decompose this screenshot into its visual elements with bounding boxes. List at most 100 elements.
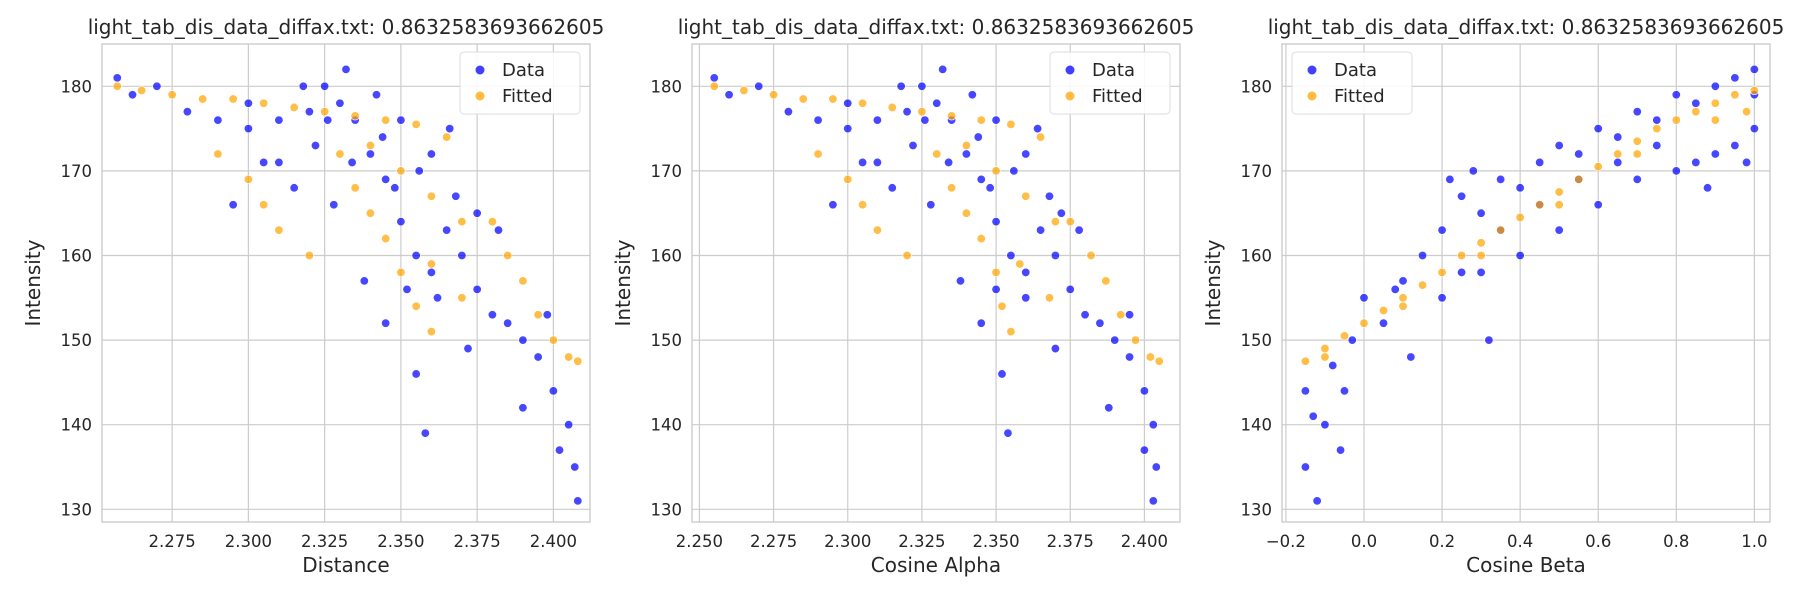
data-point bbox=[997, 369, 1007, 379]
data-point bbox=[570, 462, 580, 472]
data-point bbox=[1003, 428, 1013, 438]
data-point bbox=[991, 284, 1001, 294]
data-point bbox=[1300, 386, 1310, 396]
x-tick-label: 0.8 bbox=[1663, 532, 1689, 551]
data-point bbox=[1742, 157, 1752, 167]
data-point bbox=[843, 124, 853, 134]
data-point bbox=[518, 403, 528, 413]
fitted-point bbox=[902, 251, 912, 261]
data-point bbox=[967, 90, 977, 100]
data-point bbox=[902, 107, 912, 117]
y-tick-label: 140 bbox=[1241, 416, 1273, 435]
fitted-point bbox=[1535, 200, 1545, 210]
fitted-point bbox=[411, 301, 421, 311]
y-tick-label: 130 bbox=[1241, 500, 1273, 519]
data-point bbox=[381, 318, 391, 328]
y-axis-label: Intensity bbox=[611, 239, 635, 326]
y-tick-label: 170 bbox=[651, 162, 683, 181]
data-point bbox=[1671, 166, 1681, 176]
fitted-point bbox=[1300, 356, 1310, 366]
data-point bbox=[1021, 149, 1031, 159]
data-point bbox=[1359, 293, 1369, 303]
data-point bbox=[920, 115, 930, 125]
data-point bbox=[1110, 335, 1120, 345]
y-tick-label: 140 bbox=[61, 416, 93, 435]
data-point bbox=[213, 115, 223, 125]
fitted-point bbox=[858, 98, 868, 108]
data-point bbox=[872, 157, 882, 167]
data-point bbox=[1006, 251, 1016, 261]
data-point bbox=[1613, 132, 1623, 142]
data-point bbox=[426, 149, 436, 159]
data-point bbox=[1148, 496, 1158, 506]
data-point bbox=[243, 124, 253, 134]
fitted-point bbox=[1632, 149, 1642, 159]
data-point bbox=[991, 217, 1001, 227]
fitted-point bbox=[1742, 107, 1752, 117]
series-fitted bbox=[112, 81, 583, 366]
fitted-point bbox=[1320, 344, 1330, 354]
data-point bbox=[944, 157, 954, 167]
legend-label-fitted: Fitted bbox=[502, 86, 553, 107]
data-point bbox=[926, 200, 936, 210]
x-tick-label: 2.350 bbox=[377, 532, 424, 551]
fitted-point bbox=[112, 81, 122, 91]
y-tick-label: 150 bbox=[651, 331, 683, 350]
series-data bbox=[112, 64, 583, 506]
data-point bbox=[390, 183, 400, 193]
fitted-point bbox=[1691, 107, 1701, 117]
data-point bbox=[1749, 124, 1759, 134]
data-point bbox=[1151, 462, 1161, 472]
fitted-point bbox=[961, 141, 971, 151]
data-point bbox=[1445, 174, 1455, 184]
data-point bbox=[304, 107, 314, 117]
data-point bbox=[1312, 496, 1322, 506]
fitted-point bbox=[564, 352, 574, 362]
data-point bbox=[1021, 267, 1031, 277]
data-point bbox=[1125, 352, 1135, 362]
chart-panel-2: 2.250 2.275 2.300 2.325 2.350 2.375 2.400 130 14… bbox=[611, 15, 1194, 577]
data-point bbox=[887, 183, 897, 193]
fitted-point bbox=[1021, 191, 1031, 201]
fitted-point bbox=[1457, 251, 1467, 261]
data-point bbox=[1691, 157, 1701, 167]
data-point bbox=[932, 98, 942, 108]
data-point bbox=[472, 208, 482, 218]
fitted-point bbox=[991, 267, 1001, 277]
legend-marker-data bbox=[1307, 65, 1317, 75]
data-point bbox=[1703, 183, 1713, 193]
data-point bbox=[542, 310, 552, 320]
data-point bbox=[1320, 420, 1330, 430]
data-point bbox=[938, 64, 948, 74]
fitted-point bbox=[304, 251, 314, 261]
data-point bbox=[1406, 352, 1416, 362]
data-point bbox=[1300, 462, 1310, 472]
fitted-point bbox=[947, 183, 957, 193]
chart-title: light_tab_dis_data_diffax.txt: 0.8632583… bbox=[1268, 15, 1785, 39]
y-tick-label: 150 bbox=[1241, 331, 1273, 350]
fitted-point bbox=[1065, 217, 1075, 227]
series-data bbox=[709, 64, 1161, 506]
data-point bbox=[371, 90, 381, 100]
fitted-point bbox=[917, 107, 927, 117]
points-layer bbox=[1300, 64, 1759, 506]
y-tick-label: 130 bbox=[61, 500, 93, 519]
fitted-point bbox=[709, 81, 719, 91]
data-point bbox=[359, 276, 369, 286]
plot-frame bbox=[1281, 43, 1771, 523]
data-point bbox=[1476, 208, 1486, 218]
data-point bbox=[1457, 191, 1467, 201]
x-tick-label: 2.275 bbox=[149, 532, 196, 551]
data-point bbox=[1125, 310, 1135, 320]
fitted-point bbox=[487, 217, 497, 227]
data-point bbox=[1336, 445, 1346, 455]
data-point bbox=[1554, 141, 1564, 151]
data-point bbox=[1050, 344, 1060, 354]
fitted-point bbox=[396, 267, 406, 277]
x-axis-label: Cosine Alpha bbox=[871, 553, 1001, 577]
fitted-point bbox=[887, 102, 897, 112]
fitted-point bbox=[198, 94, 208, 104]
charts-container: 2.275 2.300 2.325 2.350 2.375 2.400 130 140 150 1… bbox=[21, 15, 1784, 577]
data-point bbox=[1457, 267, 1467, 277]
data-point bbox=[1671, 90, 1681, 100]
